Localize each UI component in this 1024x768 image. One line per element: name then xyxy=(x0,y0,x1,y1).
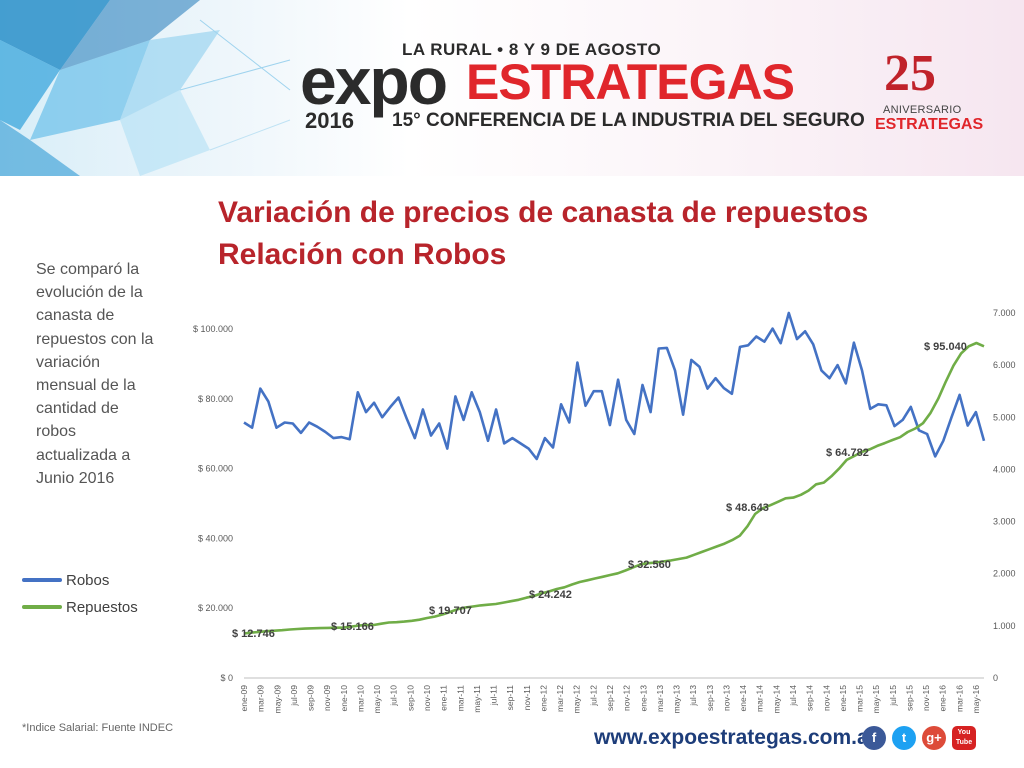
y-left-tick-label: $ 20.000 xyxy=(198,603,233,613)
logo-estrategas-text: ESTRATEGAS xyxy=(466,54,795,110)
logo-subtitle: 15° CONFERENCIA DE LA INDUSTRIA DEL SEGU… xyxy=(392,110,865,131)
x-tick-label: mar-11 xyxy=(455,685,465,712)
x-tick-label: may-14 xyxy=(771,685,781,714)
slide-title-line-1: Variación de precios de canasta de repue… xyxy=(218,196,869,229)
x-tick-label: jul-12 xyxy=(588,685,598,707)
x-tick-label: jul-13 xyxy=(688,685,698,707)
y-right-tick-label: 7.000 xyxy=(993,308,1016,318)
x-tick-label: may-10 xyxy=(372,685,382,714)
anniversary-brand: ESTRATEGAS xyxy=(875,116,984,133)
x-tick-label: sep-10 xyxy=(405,685,415,711)
data-label-repuestos: $ 32.560 xyxy=(628,559,671,571)
x-tick-label: may-11 xyxy=(472,685,482,713)
x-tick-label: mar-09 xyxy=(256,685,266,712)
y-left-tick-label: $ 80.000 xyxy=(198,394,233,404)
data-label-repuestos: $ 12.746 xyxy=(232,628,275,640)
series-line-repuestos xyxy=(243,341,985,635)
y-right-tick-label: 3.000 xyxy=(993,517,1016,527)
data-label-repuestos: $ 64.782 xyxy=(826,447,869,459)
x-tick-label: may-09 xyxy=(272,685,282,714)
y-left-tick-label: $ 40.000 xyxy=(198,533,233,543)
data-label-repuestos: $ 95.040 xyxy=(924,341,967,353)
x-tick-label: may-13 xyxy=(672,685,682,714)
slide-title-line-2: Relación con Robos xyxy=(218,238,507,271)
y-left-tick-label: $ 0 xyxy=(220,673,233,683)
x-tick-label: ene-16 xyxy=(938,685,948,712)
x-tick-label: ene-11 xyxy=(439,685,449,711)
x-tick-label: ene-14 xyxy=(738,685,748,712)
y-right-tick-label: 0 xyxy=(993,673,998,683)
header-banner: LA RURAL • 8 Y 9 DE AGOSTO expo ESTRATEG… xyxy=(0,0,1024,176)
x-tick-label: ene-15 xyxy=(838,685,848,712)
x-tick-label: sep-15 xyxy=(905,685,915,711)
x-tick-label: mar-10 xyxy=(356,685,366,712)
y-left-tick-label: $ 60.000 xyxy=(198,464,233,474)
website-link[interactable]: www.expoestrategas.com.ar xyxy=(594,726,877,749)
googleplus-icon[interactable]: g+ xyxy=(922,726,946,750)
x-tick-label: sep-14 xyxy=(805,685,815,711)
x-tick-label: jul-15 xyxy=(888,685,898,707)
data-label-repuestos: $ 48.643 xyxy=(726,502,769,514)
geometric-decoration xyxy=(0,0,291,176)
x-tick-label: jul-11 xyxy=(489,685,499,706)
x-tick-label: nov-12 xyxy=(622,685,632,711)
series-line-robos xyxy=(243,311,986,461)
x-tick-label: ene-13 xyxy=(638,685,648,712)
x-tick-label: mar-12 xyxy=(555,685,565,712)
legend-item-repuestos: Repuestos xyxy=(22,597,138,617)
anniversary-word: ANIVERSARIO xyxy=(883,104,962,116)
x-tick-label: sep-12 xyxy=(605,685,615,711)
x-tick-label: ene-09 xyxy=(239,685,249,712)
x-tick-label: ene-12 xyxy=(539,685,549,712)
y-right-tick-label: 1.000 xyxy=(993,621,1016,631)
footnote: *Indice Salarial: Fuente INDEC xyxy=(22,722,174,734)
legend-label-repuestos: Repuestos xyxy=(66,598,138,616)
data-label-repuestos: $ 19.707 xyxy=(429,605,472,617)
x-tick-label: jul-14 xyxy=(788,685,798,707)
logo-year: 2016 xyxy=(305,108,354,133)
data-label-repuestos: $ 24.242 xyxy=(529,589,572,601)
x-tick-label: mar-14 xyxy=(755,685,765,712)
x-tick-label: nov-14 xyxy=(821,685,831,711)
x-tick-label: mar-15 xyxy=(855,685,865,712)
data-label-repuestos: $ 15.166 xyxy=(331,621,374,633)
x-tick-label: may-15 xyxy=(871,685,881,714)
twitter-icon[interactable]: t xyxy=(892,726,916,750)
y-right-tick-label: 2.000 xyxy=(993,569,1016,579)
legend-label-robos: Robos xyxy=(66,571,110,589)
legend-item-robos: Robos xyxy=(22,570,109,590)
facebook-icon[interactable]: f xyxy=(862,726,886,750)
x-tick-label: may-12 xyxy=(572,685,582,714)
event-headline: LA RURAL • 8 Y 9 DE AGOSTO xyxy=(402,40,662,59)
x-tick-label: sep-11 xyxy=(505,685,515,711)
x-tick-label: jul-09 xyxy=(289,685,299,707)
legend-swatch-robos xyxy=(22,578,62,582)
x-tick-label: may-16 xyxy=(971,685,981,714)
x-tick-label: mar-13 xyxy=(655,685,665,712)
y-right-tick-label: 6.000 xyxy=(993,360,1016,370)
x-tick-label: nov-11 xyxy=(522,685,532,711)
x-tick-label: ene-10 xyxy=(339,685,349,712)
y-left-tick-label: $ 100.000 xyxy=(193,324,233,334)
anniversary-number: 25 xyxy=(884,45,936,102)
youtube-icon[interactable]: You Tube xyxy=(952,726,976,750)
logo-expo-text: expo xyxy=(300,44,448,118)
legend-swatch-repuestos xyxy=(22,605,62,609)
x-tick-label: nov-15 xyxy=(921,685,931,711)
y-right-tick-label: 5.000 xyxy=(993,412,1016,422)
x-tick-label: nov-09 xyxy=(322,685,332,711)
x-tick-label: sep-13 xyxy=(705,685,715,711)
x-tick-label: jul-10 xyxy=(389,685,399,707)
y-right-tick-label: 4.000 xyxy=(993,464,1016,474)
x-tick-label: sep-09 xyxy=(306,685,316,711)
x-tick-label: mar-16 xyxy=(954,685,964,712)
x-tick-label: nov-10 xyxy=(422,685,432,711)
x-tick-label: nov-13 xyxy=(722,685,732,711)
description-text: Se comparó la evolución de la canasta de… xyxy=(36,261,154,487)
